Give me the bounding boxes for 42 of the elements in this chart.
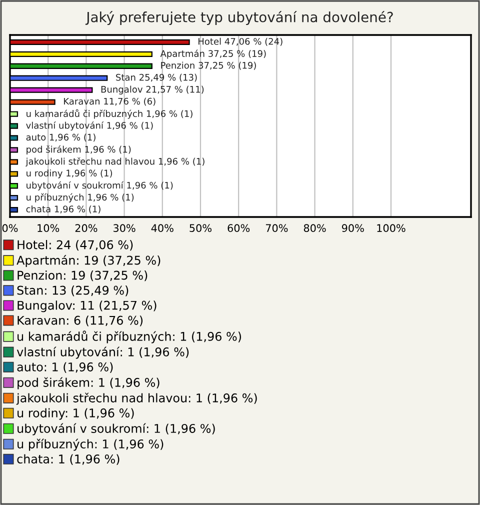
text: Bungalov 21,57 % (11) (101, 86, 204, 94)
text: vlastní ubytování 1,96 % (1) (26, 121, 153, 131)
legend-label: Karavan: 6 (11,76 %) (18, 316, 143, 326)
x-tick-label: 100% (377, 224, 406, 232)
text: jakoukoli střechu nad hlavou 1,96 % (1) (26, 157, 204, 166)
text: ubytování v soukromí 1,96 % (1) (26, 181, 173, 190)
x-tick-label: 30% (114, 224, 136, 232)
x-tick-label: 40% (151, 224, 174, 232)
text: u rodiny 1,96 % (1) (26, 170, 112, 178)
x-tick-label: 20% (75, 224, 98, 232)
text: Penzion 37,25 % (19) (161, 62, 256, 70)
x-tick-label: 50% (190, 224, 212, 232)
text: u příbuzných 1,96 % (1) (26, 193, 134, 202)
legend-label: ubytování v soukromí: 1 (1,96 %) (18, 423, 215, 436)
text: Hotel 47,06 % (24) (198, 38, 282, 46)
x-tick-label: 80% (304, 224, 326, 232)
legend-label: vlastní ubytování: 1 (1,96 %) (16, 346, 189, 359)
legend-label: Bungalov: 11 (21,57 %) (18, 300, 156, 312)
legend-label: Apartmán: 19 (37,25 %) (16, 255, 160, 268)
legend-label: u příbuzných: 1 (1,96 %) (18, 438, 164, 451)
legend-label: chata: 1 (1,96 %) (17, 454, 120, 465)
legend-label: pod širákem: 1 (1,96 %) (18, 377, 160, 390)
x-tick-label: 10% (38, 224, 60, 232)
x-tick-label: 0% (2, 224, 18, 232)
x-tick-label: 70% (266, 224, 288, 232)
x-tick-label: 60% (228, 224, 250, 232)
legend-label: Hotel: 24 (47,06 %) (18, 240, 133, 251)
x-tick-label: 90% (342, 224, 364, 232)
legend-label: u kamarádů či příbuzných: 1 (1,96 %) (18, 330, 242, 344)
text: u kamarádů či příbuzných 1,96 % (1) (26, 109, 192, 119)
text: auto 1,96 % (1) (26, 134, 96, 142)
legend-label: auto: 1 (1,96 %) (17, 362, 113, 373)
text: pod širákem 1,96 % (1) (26, 145, 131, 154)
text: Apartmán 37,25 % (19) (160, 50, 266, 59)
legend-label: u rodiny: 1 (1,96 %) (18, 408, 134, 420)
legend-label: jakoukoli střechu nad hlavou: 1 (1,96 %) (16, 392, 257, 405)
text: Stan 25,49 % (13) (116, 74, 197, 82)
legend-label: Stan: 13 (25,49 %) (17, 286, 128, 296)
chart-title: Jaký preferujete typ ubytování na dovolené? (85, 11, 393, 25)
legend-label: Penzion: 19 (37,25 %) (18, 270, 148, 282)
text: chata 1,96 % (1) (26, 205, 100, 214)
text: Karavan 11,76 % (6) (64, 98, 156, 106)
